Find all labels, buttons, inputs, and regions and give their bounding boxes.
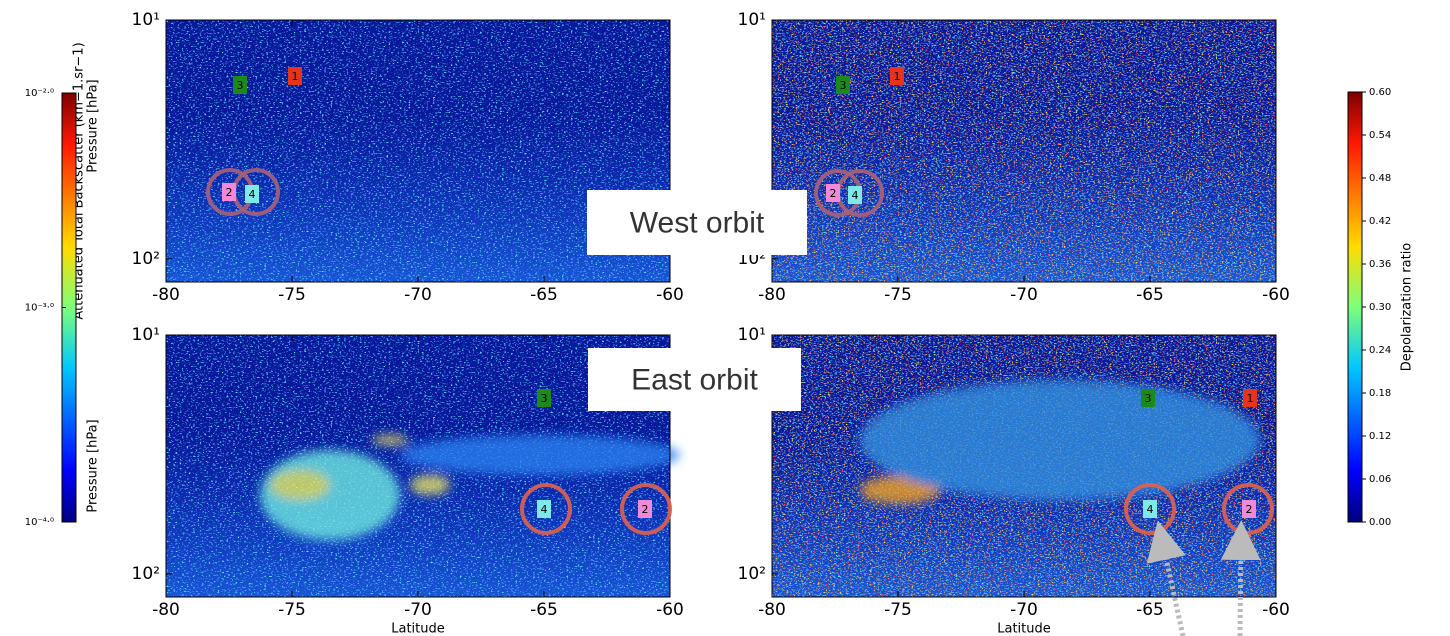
colorbar-tick-label: 0.48	[1369, 173, 1391, 184]
x-tick-label: -70	[404, 600, 432, 620]
x-tick-label: -80	[758, 600, 786, 620]
y-tick-label: 10¹	[132, 10, 160, 30]
annotation-label: 4	[852, 189, 859, 202]
blob	[372, 435, 408, 445]
y-tick-label: 10¹	[738, 10, 766, 30]
x-tick-label: -60	[1262, 600, 1290, 620]
plot-noise	[772, 20, 1276, 282]
annotation-label: 2	[830, 187, 837, 200]
x-tick-label: -75	[884, 600, 912, 620]
x-tick-label: -65	[530, 600, 558, 620]
colorbar-tick-label: 0.18	[1369, 388, 1391, 399]
colorbar	[1348, 92, 1362, 522]
x-tick-label: -65	[530, 285, 558, 305]
orbit-label: West orbit	[630, 206, 765, 239]
y-tick-label: 10²	[132, 564, 160, 584]
x-tick-label: -70	[1010, 600, 1038, 620]
annotation-label: 1	[292, 70, 299, 83]
annotation-label: 3	[840, 79, 847, 92]
x-tick-label: -80	[758, 285, 786, 305]
x-tick-label: -70	[1010, 285, 1038, 305]
x-axis-label: Latitude	[391, 622, 445, 636]
y-tick-label: 10²	[132, 249, 160, 269]
annotation-label: 1	[894, 70, 901, 83]
x-tick-label: -75	[278, 600, 306, 620]
x-tick-label: -80	[152, 600, 180, 620]
x-tick-label: -80	[152, 285, 180, 305]
x-tick-label: -60	[1262, 285, 1290, 305]
annotation-label: 3	[237, 79, 244, 92]
x-tick-label: -75	[278, 285, 306, 305]
annotation-label: 2	[1246, 503, 1253, 516]
colorbar-tick-label: 0.60	[1369, 87, 1391, 98]
colorbar-label: Depolarization ratio	[1400, 243, 1415, 372]
figure: -80-75-70-65-6010¹10²Attenuated Total Ba…	[0, 0, 1450, 636]
y-axis-label: Pressure [hPa]	[86, 419, 101, 512]
colorbar-tick-label: 0.00	[1369, 517, 1391, 528]
x-tick-label: -60	[656, 600, 684, 620]
colorbar-tick-label: 0.42	[1369, 216, 1391, 227]
annotation-label: 2	[642, 503, 649, 516]
colorbar-tick-label: 10⁻²·⁰	[25, 88, 54, 99]
page: {"chart_data": [ {"type": "heatmap", "xl…	[0, 0, 1450, 636]
x-tick-label: -60	[656, 285, 684, 305]
x-tick-label: -65	[1136, 600, 1164, 620]
blob	[270, 470, 330, 500]
annotation-label: 1	[1247, 392, 1254, 405]
annotation-label: 3	[541, 392, 548, 405]
annotation-label: 4	[541, 503, 548, 516]
colorbar-tick-label: 0.30	[1369, 302, 1391, 313]
annotation-label: 4	[249, 188, 256, 201]
colorbar-tick-label: 10⁻³·⁰	[25, 303, 54, 314]
blob	[860, 380, 1260, 500]
colorbar-tick-label: 0.36	[1369, 259, 1391, 270]
x-tick-label: -65	[1136, 285, 1164, 305]
y-tick-label: 10²	[738, 564, 766, 584]
x-tick-label: -70	[404, 285, 432, 305]
annotation-label: 2	[226, 186, 233, 199]
x-axis-label: Latitude	[997, 622, 1051, 636]
blob	[410, 475, 450, 495]
x-tick-label: -75	[884, 285, 912, 305]
colorbar-tick-label: 0.24	[1369, 345, 1391, 356]
colorbar-tick-label: 0.54	[1369, 130, 1391, 141]
blob	[400, 435, 680, 475]
colorbar-tick-label: 0.12	[1369, 431, 1391, 442]
annotation-label: 4	[1147, 503, 1154, 516]
annotation-label: 3	[1145, 392, 1152, 405]
y-axis-label: Pressure [hPa]	[86, 79, 101, 172]
y-tick-label: 10¹	[132, 325, 160, 345]
orbit-label: East orbit	[631, 363, 758, 396]
colorbar-tick-label: 0.06	[1369, 474, 1391, 485]
y-tick-label: 10¹	[738, 325, 766, 345]
colorbar-tick-label: 10⁻⁴·⁰	[25, 517, 54, 528]
